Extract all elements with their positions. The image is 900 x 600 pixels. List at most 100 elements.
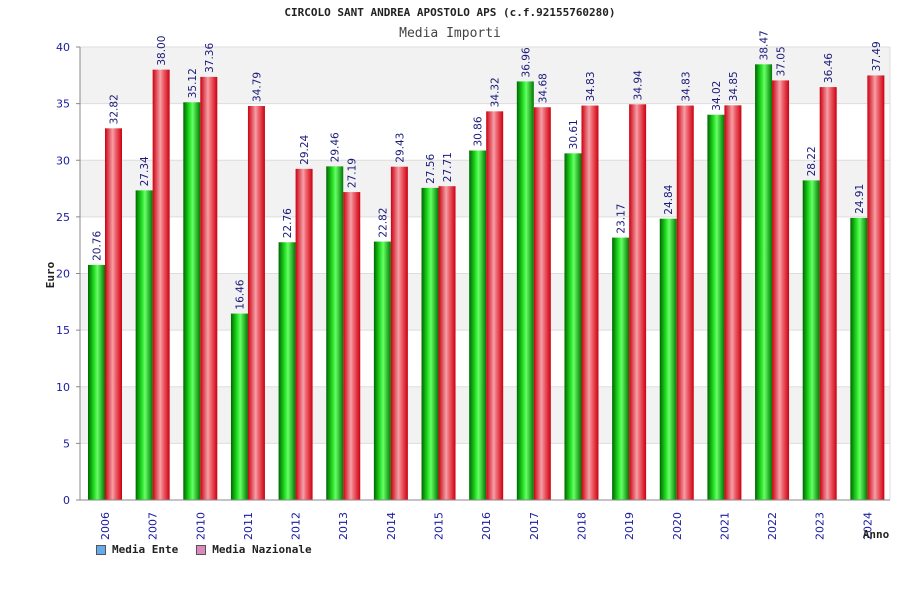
x-tick-label: 2017: [528, 512, 541, 540]
bar-media-ente-2010: [183, 102, 201, 501]
x-tick-label: 2011: [242, 512, 255, 540]
data-label-media-nazionale-2013: 27.19: [347, 158, 359, 188]
bar-media-nazionale-2014: [390, 166, 408, 500]
legend-swatch-media-ente: [96, 544, 106, 555]
x-tick-label: 2022: [766, 512, 779, 540]
bar-media-ente-2023: [802, 180, 820, 500]
bar-media-ente-2006: [88, 264, 105, 500]
chart-subtitle: Media Importi: [399, 26, 501, 41]
bar-media-nazionale-2016: [486, 111, 504, 501]
data-label-media-nazionale-2007: 38.00: [156, 36, 168, 66]
bar-media-ente-2019: [612, 237, 630, 501]
bar-media-nazionale-2017: [533, 107, 551, 501]
data-label-media-ente-2020: 24.84: [663, 184, 675, 214]
bar-media-ente-2012: [278, 242, 296, 501]
y-tick-label: 15: [56, 324, 70, 337]
x-tick-label: 2016: [480, 512, 493, 540]
data-label-media-ente-2023: 28.22: [806, 146, 818, 176]
bar-media-nazionale-2024: [867, 75, 885, 500]
bar-media-nazionale-2018: [581, 105, 599, 501]
data-label-media-ente-2007: 27.34: [139, 156, 151, 186]
bar-media-ente-2013: [326, 166, 344, 501]
bar-media-nazionale-2010: [200, 76, 218, 500]
data-label-media-nazionale-2015: 27.71: [442, 152, 454, 182]
data-label-media-nazionale-2024: 37.49: [871, 41, 883, 71]
x-tick-label: 2010: [194, 512, 207, 540]
data-label-media-nazionale-2011: 34.79: [251, 72, 263, 102]
bar-media-ente-2016: [469, 150, 487, 500]
data-label-media-ente-2021: 34.02: [711, 81, 723, 111]
y-tick-label: 35: [56, 98, 70, 111]
legend-label-media-ente: Media Ente: [112, 543, 179, 556]
y-tick-label: 10: [56, 381, 70, 394]
x-tick-label: 2006: [99, 512, 112, 540]
bar-media-nazionale-2015: [438, 186, 456, 500]
data-label-media-nazionale-2014: 29.43: [394, 133, 406, 163]
x-tick-label: 2021: [718, 512, 731, 540]
legend: Media Ente Media Nazionale: [96, 543, 312, 556]
data-label-media-nazionale-2010: 37.36: [204, 43, 216, 73]
chart-title: CIRCOLO SANT ANDREA APOSTOLO APS (c.f.92…: [284, 6, 616, 19]
bar-media-nazionale-2013: [343, 192, 361, 501]
data-label-media-ente-2024: 24.91: [854, 184, 866, 214]
data-label-media-ente-2012: 22.76: [282, 208, 294, 238]
bar-media-nazionale-2007: [152, 69, 170, 501]
data-label-media-ente-2016: 30.86: [473, 116, 485, 146]
bar-media-nazionale-2021: [724, 105, 742, 500]
data-label-media-nazionale-2019: 34.94: [633, 70, 645, 100]
legend-item-media-ente: Media Ente: [96, 543, 178, 556]
data-label-media-ente-2022: 38.47: [759, 30, 771, 60]
x-tick-label: 2024: [861, 512, 874, 540]
bar-media-ente-2007: [135, 190, 153, 500]
y-tick-label: 40: [56, 41, 70, 54]
bar-media-ente-2017: [516, 81, 534, 500]
bar-media-nazionale-2023: [819, 87, 837, 500]
data-label-media-ente-2014: 22.82: [377, 208, 389, 238]
x-axis-label: Anno: [863, 528, 890, 541]
y-tick-label: 30: [56, 154, 70, 167]
x-tick-label: 2007: [147, 512, 160, 540]
bar-media-nazionale-2006: [105, 128, 122, 500]
data-label-media-nazionale-2017: 34.68: [537, 73, 549, 103]
bar-media-ente-2018: [564, 153, 582, 501]
data-label-media-ente-2019: 23.17: [616, 204, 628, 234]
bar-media-ente-2015: [421, 187, 439, 500]
y-tick-label: 20: [56, 268, 70, 281]
data-label-media-nazionale-2012: 29.24: [299, 134, 311, 164]
bar-media-ente-2024: [850, 217, 868, 500]
x-tick-label: 2018: [575, 512, 588, 540]
bar-media-nazionale-2012: [295, 168, 313, 500]
data-label-media-ente-2010: 35.12: [187, 68, 199, 98]
data-label-media-nazionale-2020: 34.83: [680, 71, 692, 101]
bar-media-ente-2020: [659, 218, 677, 500]
data-label-media-ente-2011: 16.46: [234, 279, 246, 309]
x-tick-label: 2023: [814, 512, 827, 540]
bar-media-ente-2011: [230, 313, 248, 500]
x-tick-label: 2014: [385, 512, 398, 540]
bar-media-ente-2022: [755, 64, 773, 501]
data-label-media-ente-2017: 36.96: [520, 47, 532, 77]
data-label-media-ente-2018: 30.61: [568, 119, 580, 149]
bar-media-ente-2021: [707, 114, 725, 500]
bar-media-ente-2014: [373, 241, 391, 500]
bar-media-nazionale-2011: [247, 106, 265, 501]
data-label-media-nazionale-2021: 34.85: [728, 71, 740, 101]
bar-media-nazionale-2022: [772, 80, 790, 500]
y-tick-label: 25: [56, 211, 70, 224]
x-tick-label: 2013: [337, 512, 350, 540]
bar-media-nazionale-2020: [676, 105, 694, 501]
y-tick-label: 0: [63, 494, 70, 507]
data-label-media-nazionale-2022: 37.05: [776, 46, 788, 76]
legend-label-media-nazionale: Media Nazionale: [212, 543, 312, 556]
x-tick-label: 2019: [623, 512, 636, 540]
y-axis-label: Euro: [44, 261, 57, 288]
data-label-media-ente-2013: 29.46: [330, 132, 342, 162]
legend-swatch-media-nazionale: [196, 544, 207, 555]
x-tick-label: 2015: [433, 512, 446, 540]
data-label-media-nazionale-2016: 34.32: [490, 77, 502, 107]
x-tick-label: 2012: [290, 512, 303, 540]
data-label-media-nazionale-2023: 36.46: [823, 53, 835, 83]
data-label-media-nazionale-2006: 32.82: [109, 94, 121, 124]
data-label-media-nazionale-2018: 34.83: [585, 71, 597, 101]
bar-media-nazionale-2019: [629, 104, 647, 500]
